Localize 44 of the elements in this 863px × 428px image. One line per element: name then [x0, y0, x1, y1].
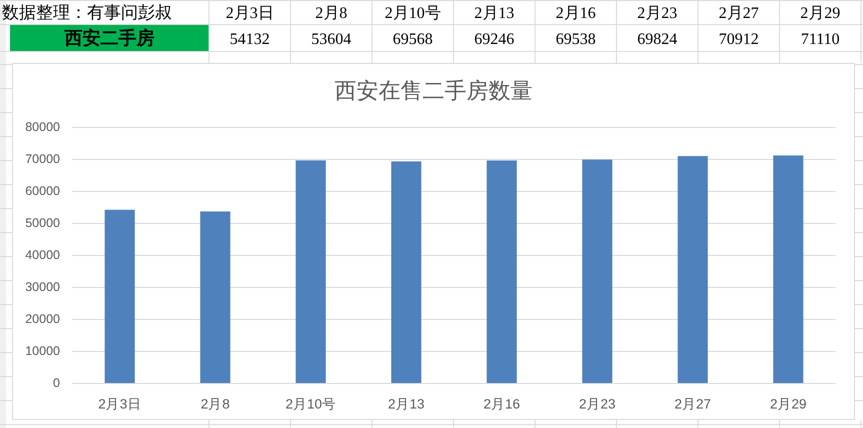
x-tick-label: 2月16: [483, 396, 520, 412]
x-tick-label: 2月23: [637, 5, 678, 22]
bar: [296, 160, 326, 383]
x-tick-label: 2月13: [388, 396, 425, 412]
y-tick-label: 西安二手房: [64, 28, 154, 48]
y-tick-label: 20000: [25, 312, 60, 326]
bar: [582, 160, 612, 383]
x-tick-label: 2月10号: [384, 5, 441, 22]
x-tick-label: 2月10号: [285, 396, 336, 412]
bar: [104, 210, 135, 383]
y-tick-label: 40000: [25, 248, 60, 262]
bar: [773, 155, 804, 383]
data-label: 69538: [556, 31, 596, 48]
data-label: 71110: [800, 31, 840, 48]
x-tick-label: 2月27: [718, 5, 759, 22]
x-tick-label: 2月16: [556, 5, 596, 22]
bar: [486, 160, 517, 383]
data-label: 69824: [637, 31, 678, 48]
bar: [200, 211, 230, 383]
data-label: 70912: [718, 31, 759, 48]
x-tick-label: 2月27: [674, 396, 712, 412]
y-tick-label: 0: [53, 376, 60, 390]
x-tick-label: 2月13: [474, 5, 514, 22]
bar: [391, 161, 422, 383]
data-label: 54132: [230, 31, 270, 48]
data-label: 69568: [392, 31, 433, 48]
y-tick-label: 60000: [25, 184, 60, 198]
x-tick-label: 2月8: [200, 396, 230, 412]
x-tick-label: 2月3日: [226, 5, 274, 22]
x-tick-label: 2月8: [315, 5, 348, 22]
y-tick-label: 80000: [25, 120, 60, 134]
y-tick-label: 70000: [25, 152, 60, 166]
chart-title: 西安在售二手房数量: [334, 78, 532, 103]
y-tick-label: 50000: [25, 216, 60, 230]
text: 数据整理：有事问彭叔: [2, 3, 172, 22]
x-tick-label: 2月29: [800, 5, 840, 22]
bar: [678, 156, 708, 383]
data-label: 53604: [311, 31, 352, 48]
data-label: 69246: [474, 31, 514, 48]
y-tick-label: 30000: [25, 280, 60, 294]
x-tick-label: 2月29: [770, 396, 807, 412]
x-tick-label: 2月23: [578, 396, 616, 412]
x-tick-label: 2月3日: [98, 396, 142, 412]
y-tick-label: 10000: [25, 344, 60, 358]
